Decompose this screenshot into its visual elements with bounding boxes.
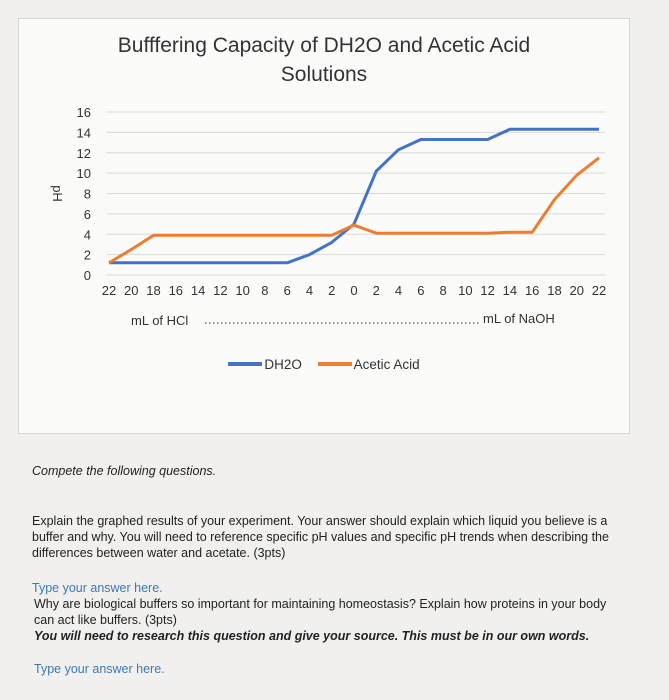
y-tick-label: 14 [77, 125, 91, 140]
x-tick-label: 4 [395, 283, 402, 298]
legend-label-acetic-acid: Acetic Acid [353, 356, 420, 372]
x-tick-label: 4 [306, 283, 313, 298]
legend-label-dh2o: DH2O [264, 356, 302, 372]
y-axis-label: pH [50, 185, 65, 202]
x-tick-label: 6 [417, 283, 424, 298]
questions-intro: Compete the following questions. [32, 464, 217, 478]
legend-item-acetic-acid: Acetic Acid [317, 356, 420, 372]
x-tick-label: 20 [569, 283, 583, 298]
x-tick-label: 14 [503, 283, 517, 298]
x-tick-label: 12 [480, 283, 494, 298]
x-tick-label: 6 [284, 283, 291, 298]
y-tick-label: 10 [77, 166, 91, 181]
x-tick-label: 2 [328, 283, 335, 298]
y-tick-label: 8 [84, 187, 91, 202]
y-tick-label: 0 [84, 268, 91, 283]
x-tick-label: 22 [102, 283, 116, 298]
chart-legend: DH2O Acetic Acid [19, 354, 629, 372]
x-tick-label: 16 [169, 283, 183, 298]
answer-1-field[interactable]: Type your answer here. [32, 581, 163, 595]
chart-title: Bufffering Capacity of DH2O and Acetic A… [19, 31, 629, 89]
y-tick-label: 16 [77, 105, 91, 120]
x-tick-label: 22 [592, 283, 606, 298]
y-tick-label: 6 [84, 207, 91, 222]
x-tick-label: 8 [261, 283, 268, 298]
series-line-acetic-acid [108, 156, 600, 265]
y-tick-label: 2 [84, 248, 91, 263]
x-tick-label: 16 [525, 283, 539, 298]
x-tick-label: 18 [547, 283, 561, 298]
x-tick-label: 10 [235, 283, 249, 298]
chart-title-line-2: Solutions [280, 63, 368, 86]
question-2: Why are biological buffers so important … [34, 597, 607, 627]
legend-swatch-acetic-acid [317, 362, 352, 366]
chart-title-line-1: Bufffering Capacity of DH2O and Acetic A… [117, 34, 531, 57]
answer-2-field[interactable]: Type your answer here. [34, 662, 165, 676]
legend-swatch-dh2o [228, 362, 263, 366]
question-1: Explain the graphed results of your expe… [32, 514, 609, 560]
chart-card: Bufffering Capacity of DH2O and Acetic A… [18, 18, 630, 434]
y-tick-label: 12 [77, 146, 91, 161]
x-tick-label: 10 [458, 283, 472, 298]
legend-item-dh2o: DH2O [228, 357, 302, 372]
x-axis-label-hcl: mL of HCl [131, 313, 188, 328]
x-tick-label: 12 [213, 283, 227, 298]
y-tick-label: 4 [84, 227, 91, 242]
x-tick-label: 20 [124, 283, 138, 298]
x-tick-label: 2 [373, 283, 380, 298]
x-tick-label: 0 [350, 283, 357, 298]
x-tick-label: 14 [191, 283, 205, 298]
x-tick-label: 18 [146, 283, 160, 298]
question-2-note: You will need to research this question … [34, 629, 590, 643]
x-tick-label: 8 [439, 283, 446, 298]
x-axis-label-naoh: mL of NaOH [483, 311, 555, 326]
